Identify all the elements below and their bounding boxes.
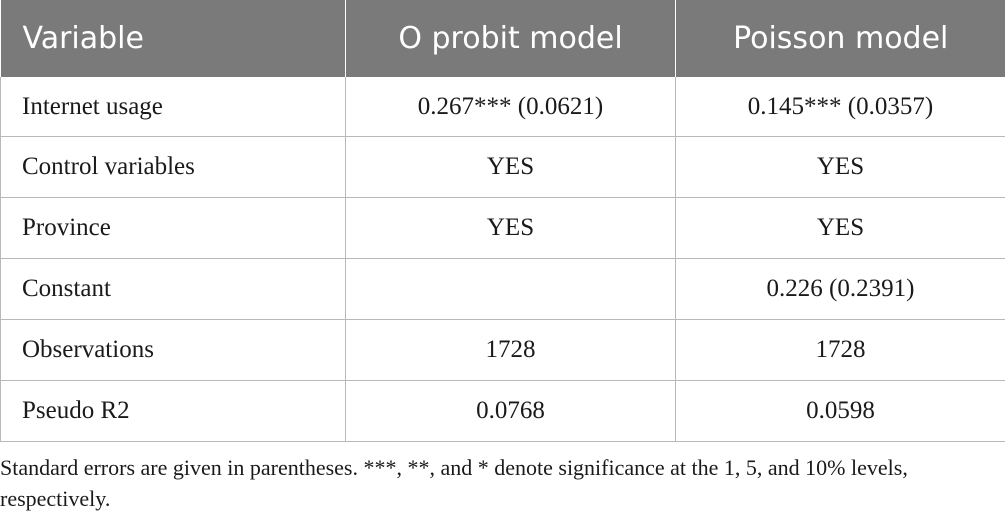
row-label: Constant [0,258,346,320]
poisson-value: 1728 [675,319,1005,381]
table-row: Internet usage 0.267*** (0.0621) 0.145**… [0,77,1005,137]
table-footnote: Standard errors are given in parentheses… [0,455,908,511]
row-label: Pseudo R2 [0,380,346,442]
table-header-row: Variable O probit model Poisson model [0,0,1005,77]
oprobit-value: YES [345,136,676,198]
header-variable: Variable [0,0,346,77]
header-oprobit-model: O probit model [345,0,676,77]
oprobit-value [345,258,676,320]
poisson-value: YES [675,197,1005,259]
results-table: Variable O probit model Poisson model In… [0,0,1005,442]
table-row: Control variables YES YES [0,136,1005,198]
table-row: Pseudo R2 0.0768 0.0598 [0,380,1005,442]
table-row: Observations 1728 1728 [0,319,1005,381]
oprobit-value: YES [345,197,676,259]
row-label: Internet usage [0,77,346,137]
poisson-value: 0.226 (0.2391) [675,258,1005,320]
table-row: Province YES YES [0,197,1005,259]
row-label: Observations [0,319,346,381]
header-poisson-model: Poisson model [675,0,1005,77]
oprobit-value: 1728 [345,319,676,381]
poisson-value: YES [675,136,1005,198]
oprobit-value: 0.267*** (0.0621) [345,77,676,137]
poisson-value: 0.0598 [675,380,1005,442]
results-table-container: Variable O probit model Poisson model In… [0,0,1005,442]
oprobit-value: 0.0768 [345,380,676,442]
row-label: Province [0,197,346,259]
poisson-value: 0.145*** (0.0357) [675,77,1005,137]
table-row: Constant 0.226 (0.2391) [0,258,1005,320]
row-label: Control variables [0,136,346,198]
